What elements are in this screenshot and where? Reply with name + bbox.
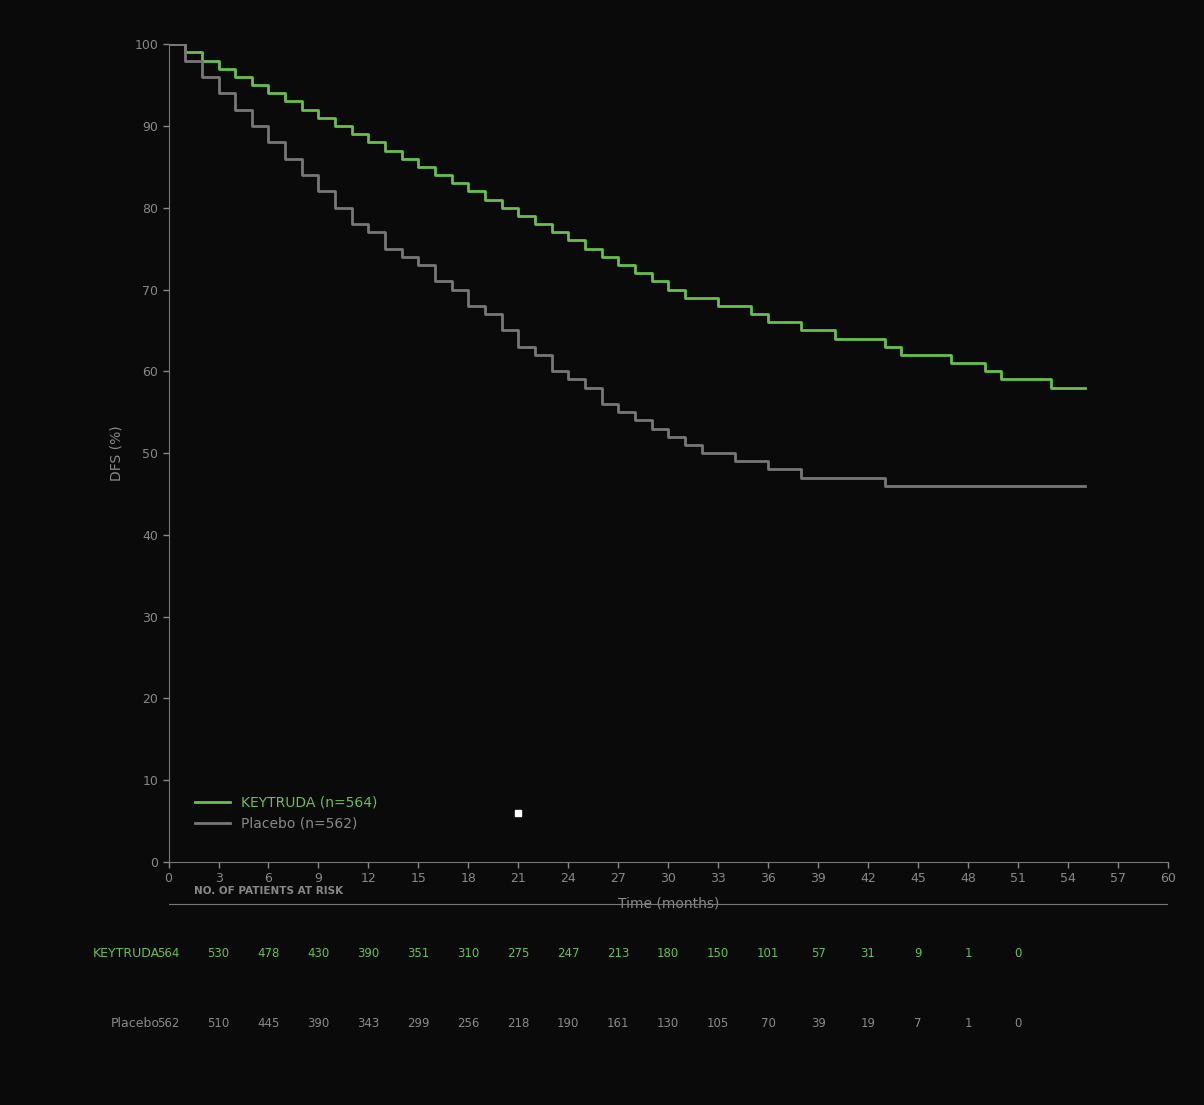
Text: 190: 190 (557, 1017, 579, 1030)
Text: NO. OF PATIENTS AT RISK: NO. OF PATIENTS AT RISK (194, 886, 343, 896)
Text: 9: 9 (914, 947, 922, 960)
Text: 1: 1 (964, 947, 972, 960)
Text: 180: 180 (657, 947, 679, 960)
Text: 105: 105 (707, 1017, 730, 1030)
Text: 1: 1 (964, 1017, 972, 1030)
Text: 445: 445 (258, 1017, 279, 1030)
Text: 19: 19 (861, 1017, 875, 1030)
Text: 57: 57 (810, 947, 826, 960)
Text: 150: 150 (707, 947, 730, 960)
Text: 351: 351 (407, 947, 430, 960)
Text: 275: 275 (507, 947, 530, 960)
Y-axis label: DFS (%): DFS (%) (110, 425, 123, 481)
Text: 0: 0 (1014, 947, 1022, 960)
Text: 299: 299 (407, 1017, 430, 1030)
Text: 213: 213 (607, 947, 630, 960)
Text: 39: 39 (810, 1017, 826, 1030)
Text: 343: 343 (358, 1017, 379, 1030)
Legend: KEYTRUDA (n=564), Placebo (n=562): KEYTRUDA (n=564), Placebo (n=562) (195, 796, 378, 831)
Text: 101: 101 (757, 947, 779, 960)
X-axis label: Time (months): Time (months) (618, 896, 719, 911)
Text: 31: 31 (861, 947, 875, 960)
Text: 430: 430 (307, 947, 330, 960)
Text: 70: 70 (761, 1017, 775, 1030)
Text: 130: 130 (657, 1017, 679, 1030)
Text: 247: 247 (557, 947, 579, 960)
Text: KEYTRUDA: KEYTRUDA (93, 947, 160, 960)
Text: 310: 310 (458, 947, 479, 960)
Text: 0: 0 (1014, 1017, 1022, 1030)
Text: 478: 478 (258, 947, 279, 960)
Text: 7: 7 (914, 1017, 922, 1030)
Text: Placebo: Placebo (111, 1017, 160, 1030)
Text: 390: 390 (307, 1017, 330, 1030)
Text: 530: 530 (207, 947, 230, 960)
Text: 390: 390 (358, 947, 379, 960)
Text: 256: 256 (458, 1017, 479, 1030)
Text: 218: 218 (507, 1017, 530, 1030)
Text: 562: 562 (158, 1017, 179, 1030)
Text: 564: 564 (158, 947, 179, 960)
Text: 161: 161 (607, 1017, 630, 1030)
Text: 510: 510 (207, 1017, 230, 1030)
